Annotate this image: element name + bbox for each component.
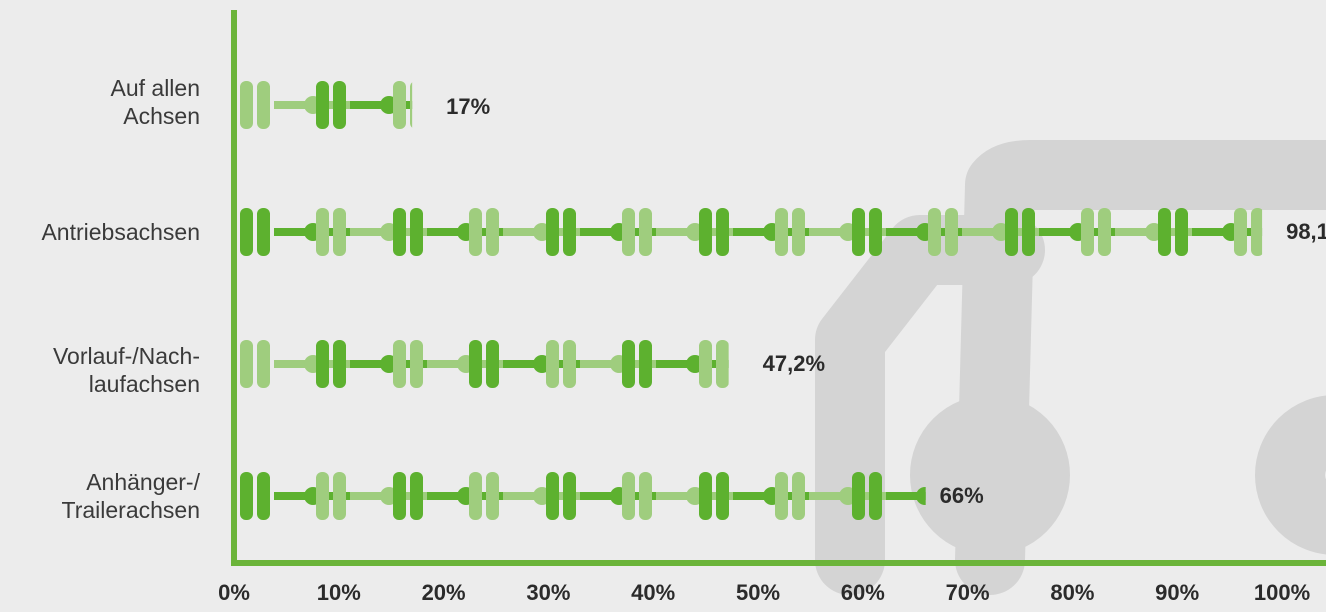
x-tick-label: 80%: [1050, 580, 1095, 605]
x-tick-label: 40%: [631, 580, 676, 605]
x-tick-label: 0%: [218, 580, 250, 605]
bar: [240, 340, 729, 388]
x-tick-label: 100%: [1253, 580, 1311, 605]
category-label: Vorlauf-/Nach- laufachsen: [52, 343, 200, 397]
value-label: 17%: [446, 94, 491, 119]
x-tick-label: 30%: [526, 580, 571, 605]
category-label: Auf allen Achsen: [110, 75, 200, 129]
bar: [240, 208, 1263, 256]
value-label: 98,1%: [1286, 219, 1326, 244]
x-tick-label: 90%: [1155, 580, 1200, 605]
value-label: 47,2%: [762, 351, 826, 376]
x-tick-label: 50%: [735, 580, 781, 605]
truck-silhouette: [815, 140, 1326, 595]
x-tick-label: 20%: [421, 580, 466, 605]
x-tick-label: 60%: [840, 580, 885, 605]
value-label: 66%: [939, 483, 984, 508]
bar: [240, 472, 926, 520]
category-label: Anhänger-/ Trailerachsen: [61, 469, 200, 523]
x-tick-label: 10%: [316, 580, 361, 605]
bars: [240, 81, 1263, 520]
bar: [240, 81, 413, 129]
x-tick-label: 70%: [945, 580, 990, 605]
axes: [231, 10, 1326, 566]
category-label: Antriebsachsen: [41, 219, 200, 245]
